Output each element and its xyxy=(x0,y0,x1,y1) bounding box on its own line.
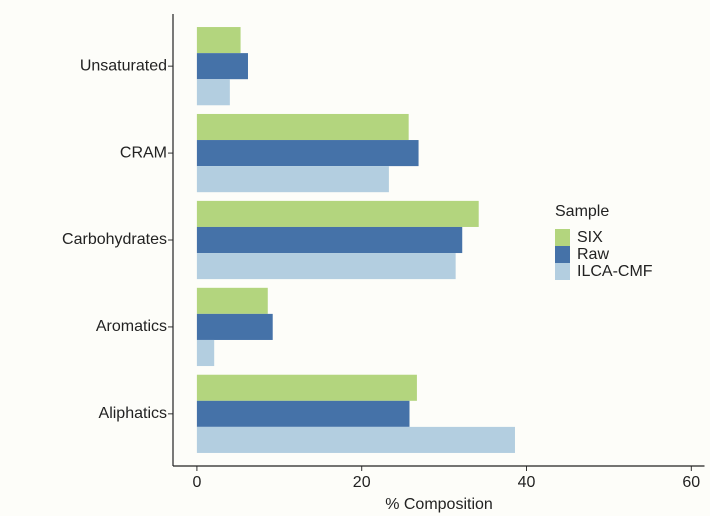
bar xyxy=(196,426,515,453)
bar xyxy=(196,287,268,314)
bar xyxy=(196,374,417,401)
bar xyxy=(196,79,230,106)
y-tick-label: CRAM xyxy=(120,144,167,161)
bar xyxy=(196,200,479,227)
legend-key xyxy=(555,229,570,246)
bar xyxy=(196,253,456,280)
legend-label: Raw xyxy=(577,246,609,263)
legend-label: ILCA-CMF xyxy=(577,263,653,280)
legend-title: Sample xyxy=(555,203,609,220)
bar xyxy=(196,400,410,427)
bar xyxy=(196,53,248,80)
legend-key xyxy=(555,246,570,263)
bar xyxy=(196,140,419,167)
bar xyxy=(196,113,409,141)
x-tick-label: 20 xyxy=(353,474,371,491)
bar xyxy=(196,226,463,254)
bar xyxy=(196,166,389,193)
y-tick-label: Aliphatics xyxy=(99,405,167,422)
x-tick-label: 0 xyxy=(192,474,201,491)
bar xyxy=(196,313,273,340)
x-tick-label: 40 xyxy=(518,474,536,491)
x-tick-label: 60 xyxy=(682,474,700,491)
y-tick-label: Carbohydrates xyxy=(62,231,167,248)
legend-label: SIX xyxy=(577,229,603,246)
bar xyxy=(196,339,215,367)
bar xyxy=(196,27,241,54)
x-axis-label: % Composition xyxy=(385,496,493,513)
y-tick-label: Unsaturated xyxy=(80,57,167,74)
y-tick-label: Aromatics xyxy=(96,318,167,335)
legend-key xyxy=(555,263,570,280)
